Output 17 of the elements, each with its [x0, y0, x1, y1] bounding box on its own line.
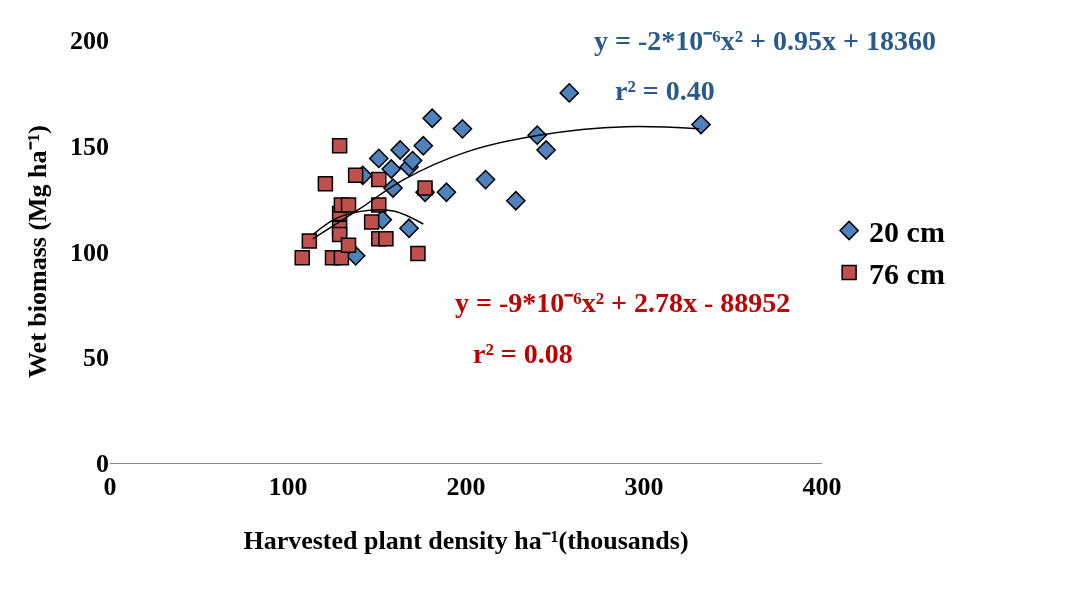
annotation: r² = 0.40: [615, 75, 715, 106]
x-tick-label: 300: [624, 472, 664, 502]
y-tick-label: 50: [83, 343, 109, 373]
y-tick-label: 0: [96, 449, 109, 479]
annotation: y = -2*10⁻⁶x² + 0.95x + 18360: [594, 25, 936, 56]
annotation: r² = 0.08: [473, 338, 573, 369]
x-tick-label: 200: [446, 472, 486, 502]
x-tick-label: 100: [268, 472, 308, 502]
x-axis-title: Harvested plant density ha⁻¹(thousands): [243, 525, 689, 555]
annotation: y = -9*10⁻⁶x² + 2.78x - 88952: [455, 287, 791, 318]
y-axis-title: Wet biomass (Mg ha⁻¹): [23, 125, 53, 378]
x-tick-label: 400: [802, 472, 842, 502]
legend-label: 76 cm: [869, 257, 945, 291]
y-tick-label: 150: [70, 131, 109, 161]
y-tick-label: 200: [70, 26, 109, 56]
legend-label: 20 cm: [869, 215, 945, 249]
y-tick-label: 100: [70, 237, 109, 267]
